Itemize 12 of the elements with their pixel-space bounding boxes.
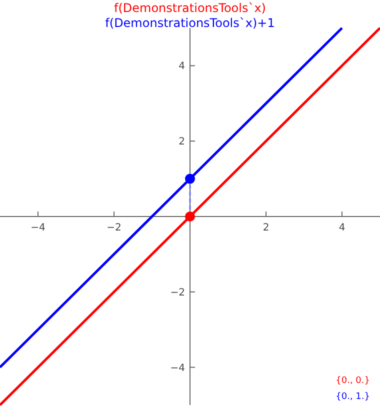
x-tick-label: 4	[338, 222, 346, 234]
chart-subtitle: f(DemonstrationsTools`x)+1	[105, 16, 275, 30]
x-tick-label: 2	[262, 222, 270, 234]
y-tick-label: −2	[170, 287, 185, 298]
y-tick-label: 2	[178, 136, 185, 148]
chart-title: f(DemonstrationsTools`x)	[114, 1, 266, 15]
x-tick-label: −4	[30, 222, 46, 234]
y-tick-label: 4	[178, 61, 185, 72]
annotation: {0., 1.}	[336, 392, 370, 402]
annotation: {0., 0.}	[336, 376, 370, 386]
x-tick-label: −2	[106, 222, 122, 234]
y-tick-label: −4	[170, 362, 185, 374]
